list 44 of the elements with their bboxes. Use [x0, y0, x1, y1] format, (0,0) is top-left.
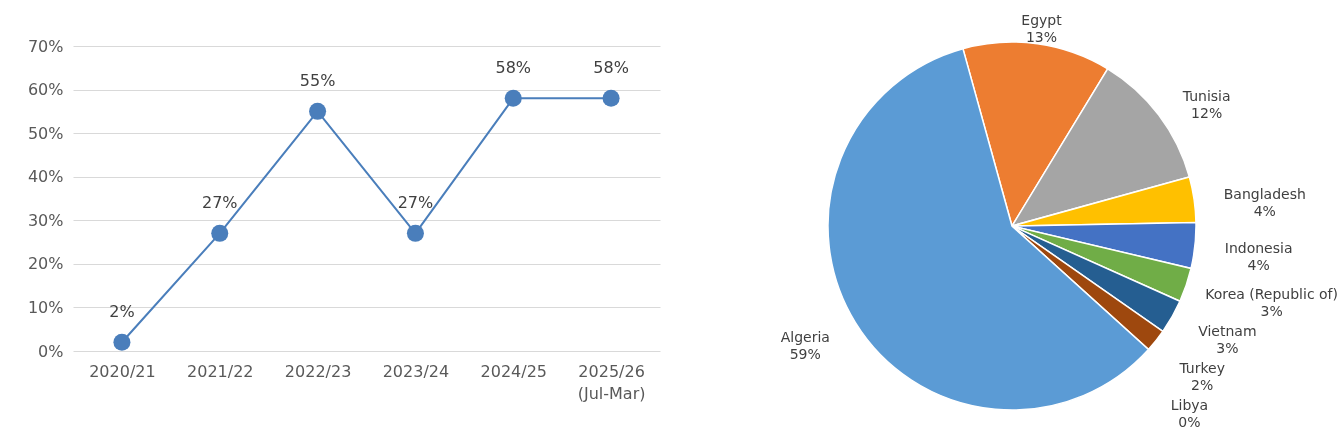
- slice-label: Vietnam: [1198, 322, 1257, 339]
- x-tick-label: 2021/22: [187, 361, 254, 381]
- data-label: 58%: [593, 58, 629, 78]
- data-label: 4%: [1247, 256, 1270, 273]
- point: [211, 224, 229, 242]
- data-label: 13%: [1025, 29, 1058, 45]
- y-tick-label: 0%: [38, 341, 64, 361]
- y-tick-label: 60%: [27, 80, 64, 100]
- x-tick-label: 2025/26 (Jul-Mar): [577, 361, 646, 403]
- slice-label: Turkey: [1178, 359, 1225, 376]
- point: [602, 89, 620, 107]
- y-tick-label: 20%: [27, 254, 64, 274]
- x-tick-label: 2020/21: [89, 361, 156, 381]
- slice-label: Tunisia: [1181, 88, 1231, 104]
- y-tick-label: 70%: [27, 36, 64, 56]
- slice-label: Korea (Republic of): [1205, 285, 1338, 302]
- data-label: 2%: [1191, 376, 1214, 393]
- y-tick-label: 10%: [27, 297, 64, 317]
- slice-label: Egypt: [1021, 12, 1063, 28]
- point: [406, 224, 424, 242]
- slice-label: Bangladesh: [1223, 186, 1306, 203]
- y-tick-label: 50%: [27, 123, 64, 143]
- x-tick-label: 2023/24: [382, 361, 450, 381]
- point: [309, 102, 327, 120]
- data-label: 27%: [201, 193, 238, 213]
- x-tick-label: 2022/23: [284, 361, 352, 381]
- y-tick-label: 30%: [27, 210, 64, 230]
- slice-label: Algeria: [780, 329, 830, 346]
- data-label: 2%: [109, 302, 135, 322]
- data-label: 58%: [495, 58, 532, 78]
- x-tick-label: 2024/25: [480, 361, 547, 381]
- point: [504, 89, 522, 107]
- data-label: 3%: [1260, 302, 1283, 319]
- point: [113, 333, 131, 351]
- data-label: 12%: [1191, 105, 1223, 121]
- data-label: 59%: [789, 346, 821, 363]
- data-label: 27%: [397, 193, 434, 213]
- data-label: 55%: [299, 71, 336, 91]
- text: 0%: [1178, 413, 1201, 427]
- y-tick-label: 40%: [27, 167, 64, 187]
- category-label: Libya: [1170, 396, 1209, 413]
- data-label: 3%: [1216, 339, 1239, 356]
- slice-label: Indonesia: [1224, 239, 1293, 256]
- data-label: 4%: [1253, 203, 1276, 220]
